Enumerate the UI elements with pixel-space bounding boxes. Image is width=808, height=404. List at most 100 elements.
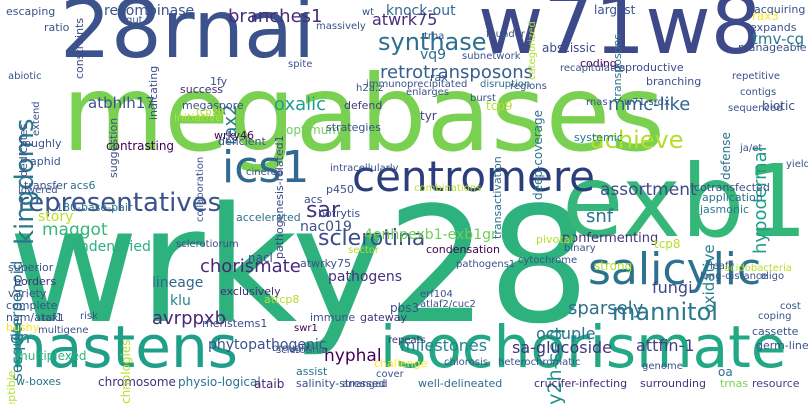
word-132: tcp8	[654, 237, 681, 251]
word-73: exclusively	[220, 285, 281, 298]
word-158: chlorosis	[444, 357, 488, 368]
word-172: recapitulates	[560, 63, 626, 74]
word-42: avrppxb	[152, 308, 227, 329]
word-191: acidobacteria	[724, 263, 792, 274]
word-49: phytopathogenic	[208, 337, 327, 353]
word-58: resource	[752, 377, 800, 390]
word-79: accelerated	[236, 211, 301, 224]
word-56: surrounding	[640, 377, 706, 390]
word-13: retrotransposons	[380, 62, 534, 83]
word-129: cost	[780, 301, 801, 312]
word-2: 28rnai	[60, 0, 316, 76]
word-155: rnas	[586, 97, 608, 108]
word-86: biotic	[762, 99, 795, 113]
word-67: pbs3	[390, 301, 420, 315]
word-110: wrky46	[214, 129, 255, 142]
word-18: sar	[306, 198, 340, 223]
word-69: repeats	[388, 335, 426, 346]
word-192: sector	[348, 245, 380, 256]
word-89: initiative	[174, 111, 222, 124]
word-85: manageable	[738, 41, 807, 54]
word-157: pathogens1	[456, 259, 516, 270]
word-59: oa	[718, 365, 733, 379]
word-84: expands	[750, 21, 797, 34]
word-102: roughly	[20, 137, 62, 150]
word-66: attcp8	[264, 293, 300, 306]
word-140: aphid	[30, 155, 61, 168]
word-124: cassette	[752, 325, 799, 338]
word-87: megaspore	[182, 99, 244, 112]
word-10: representatives	[18, 188, 222, 218]
word-4: exb1	[562, 143, 808, 260]
word-90: defend	[344, 99, 383, 112]
word-72: pathogens	[328, 269, 403, 285]
word-184: h2a.z	[356, 83, 384, 94]
word-114: complete	[6, 299, 58, 312]
word-141: dedicates	[17, 124, 30, 178]
word-45: sa-glucoside	[512, 338, 613, 357]
word-27: assortment	[600, 180, 697, 200]
word-165: atlaf2/cuc2	[420, 299, 476, 310]
word-167: technologies	[119, 339, 133, 404]
word-105: transfer	[24, 179, 68, 192]
word-33: maggot	[42, 220, 108, 240]
word-57: trnas	[720, 377, 749, 390]
word-40: lineage	[152, 275, 204, 291]
word-68: gateway	[360, 311, 408, 324]
word-103: p450	[326, 183, 354, 196]
word-5: hastens	[10, 313, 238, 381]
word-28: snf	[586, 206, 614, 227]
word-75: atwrky75	[300, 257, 352, 270]
word-185: immunoprecipitated	[366, 79, 468, 90]
word-26: mmc-like	[608, 94, 691, 115]
word-175: categorized	[527, 21, 538, 80]
word-62: optimum	[286, 123, 340, 137]
word-41: klu	[170, 293, 191, 309]
word-107: acs6	[70, 179, 96, 192]
word-178: subnetwork	[462, 51, 521, 62]
word-43: octuple	[536, 324, 596, 343]
word-174: defense	[719, 132, 733, 181]
word-20: recombinase	[104, 3, 195, 19]
word-50: chromosome	[98, 375, 176, 389]
word-144: 1fy	[210, 75, 228, 88]
word-60: tmv-cg	[752, 30, 805, 48]
word-179: enlarges	[406, 87, 450, 98]
word-3: w71w8	[478, 0, 762, 72]
word-149: ja/et	[740, 143, 763, 154]
word-39: fungi	[652, 278, 693, 297]
word-9: salicylic	[588, 244, 762, 295]
word-99: acquiring	[754, 3, 806, 16]
word-190: tcp20	[196, 107, 225, 118]
word-112: borders	[14, 275, 57, 288]
word-109: strategies	[326, 121, 381, 134]
word-126: oligo	[760, 271, 785, 282]
word-100: constraints	[73, 17, 86, 79]
word-186: spite	[288, 59, 313, 70]
word-171: deep-coverage	[531, 109, 545, 200]
word-80: contrasting	[106, 139, 175, 153]
word-125: germ-line	[756, 339, 808, 352]
word-116: bushy	[6, 321, 40, 334]
word-81: abscissic	[542, 41, 596, 55]
word-135: cytochrome	[518, 255, 578, 266]
word-64: systemic	[574, 131, 623, 144]
word-189: combinations	[414, 183, 482, 194]
word-163: multigene	[38, 325, 89, 336]
word-76: sclerotiorum	[176, 239, 239, 250]
word-188: extend	[31, 101, 42, 136]
word-97: escaping	[6, 5, 56, 18]
word-46: attfin-1	[636, 336, 695, 355]
word-154: regions	[510, 81, 547, 92]
word-162: rax1	[42, 313, 65, 324]
word-91: reproductive	[614, 61, 684, 74]
word-63: pathogenesis-related1	[273, 134, 286, 259]
word-17: chorismate	[200, 256, 301, 277]
word-55: crucifer-infecting	[534, 377, 628, 390]
word-94: jasmonic	[700, 203, 750, 216]
word-127: leafy	[710, 261, 735, 272]
word-169: arranged	[342, 379, 388, 390]
word-7: centromere	[352, 152, 595, 201]
word-182: wt	[362, 7, 375, 18]
